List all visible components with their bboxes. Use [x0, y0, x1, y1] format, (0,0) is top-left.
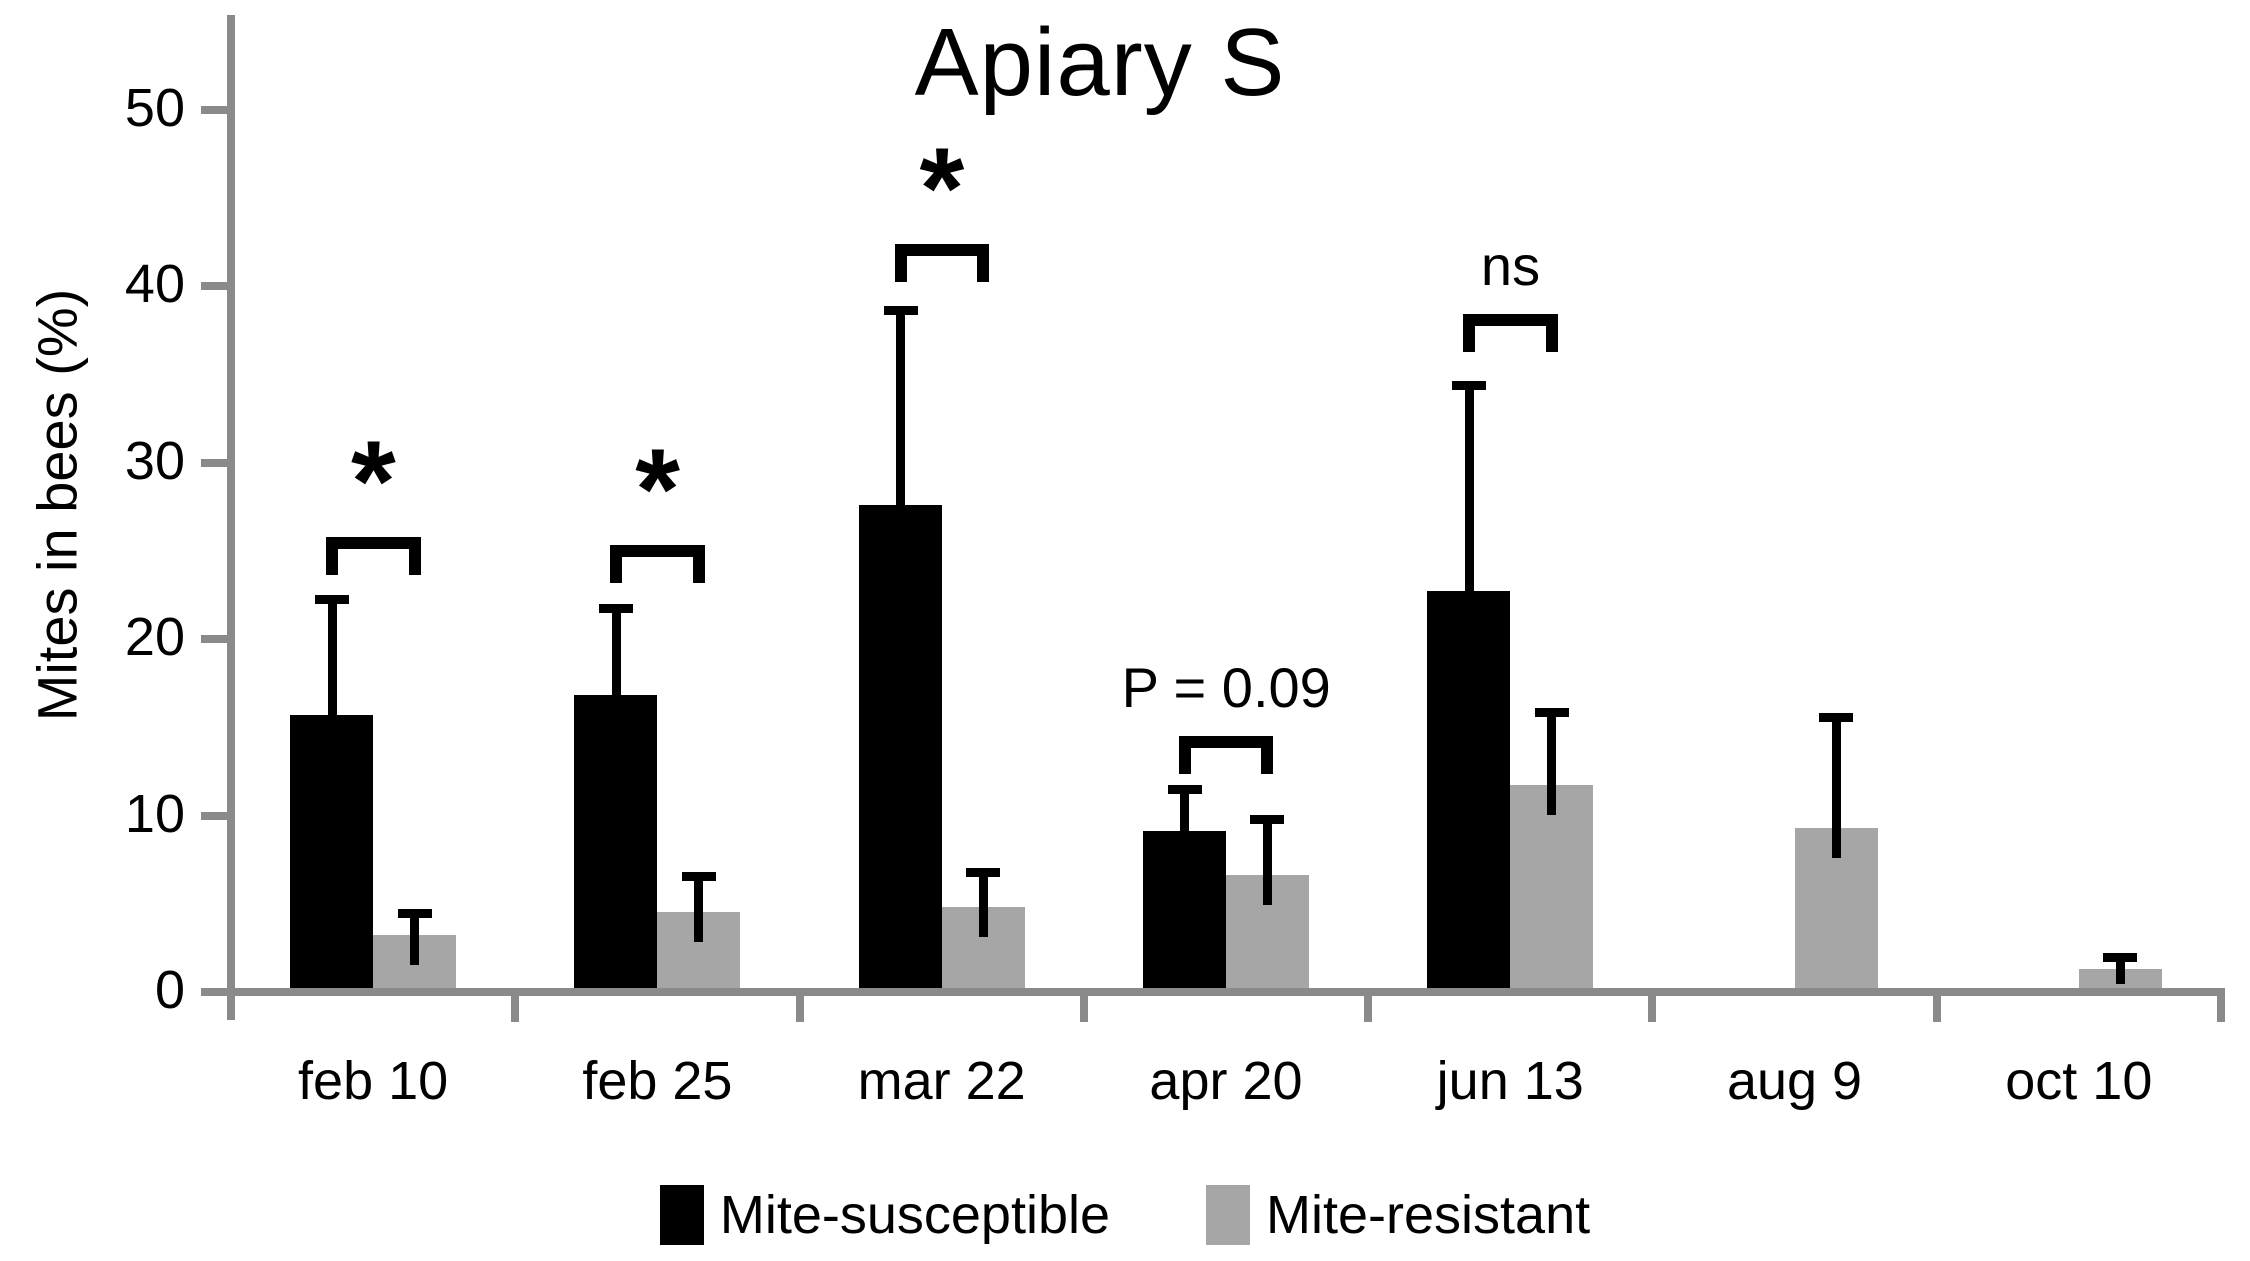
x-tick-label-aug-9: aug 9: [1726, 1051, 1863, 1111]
x-tick-mark: [2216, 992, 2225, 1022]
significance-label: *: [635, 426, 681, 555]
y-tick-label: 50: [124, 78, 185, 138]
x-tick-label-mar-22: mar 22: [857, 1051, 1026, 1111]
y-tick-mark: [201, 988, 227, 996]
error-bar-line: [611, 603, 621, 726]
error-bar-line: [1262, 815, 1272, 906]
error-bar-cap: [1167, 785, 1202, 795]
significance-bracket: [1463, 314, 1558, 327]
legend-item: Mite-susceptible: [659, 1183, 1111, 1247]
y-tick-label: 0: [154, 960, 185, 1020]
significance-bracket-stub: [894, 243, 907, 282]
significance-bracket-stub: [1545, 314, 1558, 353]
significance-bracket-stub: [977, 243, 990, 282]
error-bar-line: [1464, 381, 1474, 622]
y-tick-mark: [201, 458, 227, 467]
error-bar-cap: [1250, 815, 1285, 825]
legend-item: Mite-resistant: [1206, 1183, 1590, 1247]
significance-bracket: [326, 536, 421, 549]
significance-bracket: [1178, 735, 1274, 748]
y-axis-line: [227, 15, 235, 1020]
x-tick-mark: [1932, 992, 1941, 1022]
error-bar-line: [327, 594, 337, 745]
error-bar-line: [1831, 713, 1841, 858]
y-tick-mark: [201, 106, 227, 114]
error-bar-cap: [2103, 952, 2138, 962]
error-bar-line: [2115, 952, 2125, 984]
significance-label: *: [350, 417, 396, 546]
significance-bracket-stub: [1178, 735, 1191, 774]
error-bar-cap: [599, 603, 634, 613]
error-bar-line: [1547, 707, 1557, 816]
significance-label: ns: [1480, 234, 1541, 298]
x-tick-label-oct-10: oct 10: [2005, 1051, 2153, 1111]
significance-bracket-stub: [326, 536, 339, 575]
significance-bracket-stub: [1261, 735, 1274, 774]
error-bar-cap: [966, 868, 1001, 878]
y-tick-label: 20: [124, 607, 185, 668]
x-tick-mark: [1364, 992, 1373, 1022]
x-tick-mark: [795, 992, 804, 1022]
y-tick-mark: [201, 811, 227, 820]
x-axis-line: [227, 988, 2225, 996]
x-tick-label-apr-20: apr 20: [1149, 1051, 1303, 1111]
error-bar-cap: [681, 871, 716, 881]
error-bar-cap: [397, 908, 432, 918]
significance-bracket-stub: [1463, 314, 1476, 353]
x-tick-label-feb-25: feb 25: [582, 1051, 733, 1111]
error-bar-line: [694, 871, 704, 943]
significance-bracket: [894, 243, 990, 256]
error-bar-cap: [1819, 713, 1854, 723]
y-tick-label: 40: [124, 254, 185, 315]
legend-label: Mite-susceptible: [719, 1185, 1111, 1245]
y-tick-mark: [201, 635, 227, 644]
error-bar-line: [1180, 785, 1190, 862]
x-tick-mark: [1079, 992, 1088, 1022]
error-bar-cap: [883, 305, 918, 315]
significance-bracket-stub: [692, 545, 705, 584]
chart-title: Apiary S: [914, 9, 1286, 116]
significance-label: P = 0.09: [1121, 655, 1331, 719]
legend-swatch-icon: [1206, 1185, 1251, 1245]
error-bar-line: [410, 908, 420, 966]
significance-bracket-stub: [610, 545, 623, 584]
legend: Mite-susceptible Mite-resistant: [0, 1180, 2250, 1250]
significance-bracket: [610, 545, 705, 558]
error-bar-line: [978, 868, 988, 938]
significance-bracket-stub: [408, 536, 421, 575]
bar-susceptible-feb-10: [290, 714, 374, 990]
bar-resistant-jun-13: [1510, 785, 1594, 990]
bar-susceptible-mar-22: [858, 504, 942, 990]
x-tick-mark: [1648, 992, 1657, 1022]
error-bar-cap: [1534, 707, 1569, 717]
x-tick-label-feb-10: feb 10: [298, 1051, 449, 1111]
y-tick-label: 30: [124, 430, 185, 491]
y-tick-mark: [201, 282, 227, 291]
x-tick-label-jun-13: jun 13: [1436, 1051, 1584, 1111]
legend-label: Mite-resistant: [1266, 1185, 1591, 1245]
y-tick-label: 10: [124, 783, 185, 844]
significance-label: *: [919, 124, 965, 253]
bar-susceptible-jun-13: [1427, 591, 1511, 990]
x-tick-mark: [511, 992, 520, 1022]
error-bar-cap: [1452, 381, 1487, 391]
error-bar-cap: [315, 594, 350, 604]
bar-susceptible-feb-25: [574, 695, 658, 990]
legend-swatch-icon: [659, 1185, 704, 1245]
error-bar-line: [896, 305, 906, 535]
